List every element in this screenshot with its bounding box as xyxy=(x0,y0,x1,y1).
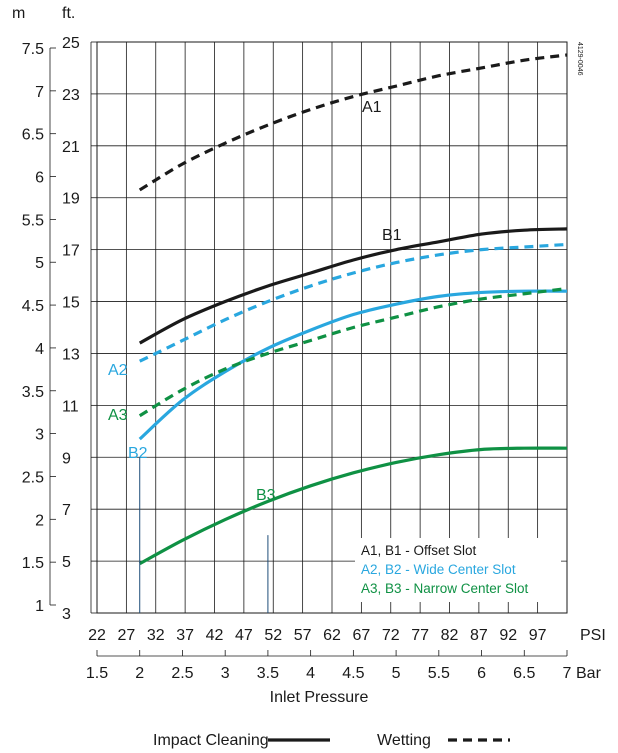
series-label-a3: A3 xyxy=(108,407,128,424)
m-tick-label: 4 xyxy=(35,341,44,358)
series-label-a2: A2 xyxy=(108,362,128,379)
m-tick-label: 2.5 xyxy=(22,469,44,486)
ft-tick-label: 3 xyxy=(62,606,71,623)
psi-tick-label: 47 xyxy=(235,627,253,644)
psi-tick-label: 72 xyxy=(382,627,400,644)
m-tick-label: 3.5 xyxy=(22,384,44,401)
m-tick-label: 2 xyxy=(35,512,44,529)
legend-entry: A2, B2 - Wide Center Slot xyxy=(361,562,516,577)
ft-tick-label: 9 xyxy=(62,450,71,467)
plot-frame xyxy=(96,41,568,614)
ft-tick-label: 23 xyxy=(62,87,80,104)
psi-axis-unit: PSI xyxy=(580,627,606,644)
psi-tick-label: 82 xyxy=(441,627,459,644)
m-axis-unit: m xyxy=(12,5,25,22)
m-tick-label: 6 xyxy=(35,170,44,187)
series-line-a3 xyxy=(138,286,568,418)
psi-tick-label: 77 xyxy=(411,627,429,644)
psi-tick-label: 37 xyxy=(176,627,194,644)
style-legend-dashed-label: Wetting xyxy=(377,732,431,749)
series-line-b3 xyxy=(138,446,568,566)
m-tick-label: 5 xyxy=(35,255,44,272)
m-tick-label: 5.5 xyxy=(22,212,44,229)
legend-entry: A1, B1 - Offset Slot xyxy=(361,543,477,558)
bar-tick-label: 5 xyxy=(392,665,401,682)
bar-tick-label: 2 xyxy=(135,665,144,682)
m-tick-label: 1.5 xyxy=(22,555,44,572)
ft-tick-label: 21 xyxy=(62,139,80,156)
psi-tick-label: 42 xyxy=(206,627,224,644)
m-tick-label: 7 xyxy=(35,84,44,101)
psi-tick-label: 87 xyxy=(470,627,488,644)
ft-tick-label: 19 xyxy=(62,191,80,208)
ft-axis-unit: ft. xyxy=(62,5,75,22)
series-label-a1: A1 xyxy=(362,99,382,116)
series-label-b2: B2 xyxy=(128,445,148,462)
bar-tick-label: 3 xyxy=(221,665,230,682)
m-tick-label: 1 xyxy=(35,598,44,615)
ft-tick-label: 25 xyxy=(62,35,80,52)
psi-tick-label: 67 xyxy=(352,627,370,644)
bar-tick-label: 7 xyxy=(563,665,572,682)
ft-tick-label: 5 xyxy=(62,554,71,571)
bar-tick-label: 5.5 xyxy=(428,665,450,682)
bar-tick-label: 4 xyxy=(306,665,315,682)
ft-tick-label: 7 xyxy=(62,502,71,519)
psi-tick-label: 62 xyxy=(323,627,341,644)
style-legend-solid-label: Impact Cleaning xyxy=(153,732,269,749)
bar-tick-label: 1.5 xyxy=(86,665,108,682)
figure-code-label: 4129-0046 xyxy=(576,42,583,76)
series-label-b3: B3 xyxy=(256,487,276,504)
psi-tick-label: 32 xyxy=(147,627,165,644)
psi-tick-label: 92 xyxy=(499,627,517,644)
series-line-b2 xyxy=(138,289,568,441)
psi-tick-label: 97 xyxy=(529,627,547,644)
bar-tick-label: 4.5 xyxy=(342,665,364,682)
bar-tick-label: 6 xyxy=(477,665,486,682)
bar-tick-label: 2.5 xyxy=(171,665,193,682)
legend-box xyxy=(355,538,561,602)
ft-tick-label: 17 xyxy=(62,243,80,260)
bar-axis-unit: Bar xyxy=(576,665,602,682)
m-tick-label: 7.5 xyxy=(22,41,44,58)
ft-tick-label: 13 xyxy=(62,346,80,363)
m-tick-label: 6.5 xyxy=(22,127,44,144)
series-line-a2 xyxy=(139,242,568,363)
series-line-a1 xyxy=(138,53,568,192)
psi-tick-label: 52 xyxy=(264,627,282,644)
x-axis-title: Inlet Pressure xyxy=(270,689,369,706)
series-label-b1: B1 xyxy=(382,227,402,244)
m-tick-label: 3 xyxy=(35,427,44,444)
legend-entry: A3, B3 - Narrow Center Slot xyxy=(361,581,529,596)
ft-tick-label: 11 xyxy=(62,398,79,415)
ft-tick-label: 15 xyxy=(62,295,80,312)
bar-tick-label: 3.5 xyxy=(257,665,279,682)
psi-tick-label: 57 xyxy=(294,627,312,644)
bar-tick-label: 6.5 xyxy=(513,665,535,682)
m-tick-label: 4.5 xyxy=(22,298,44,315)
series-line-b1 xyxy=(138,227,568,345)
psi-tick-label: 27 xyxy=(117,627,135,644)
psi-tick-label: 22 xyxy=(88,627,106,644)
